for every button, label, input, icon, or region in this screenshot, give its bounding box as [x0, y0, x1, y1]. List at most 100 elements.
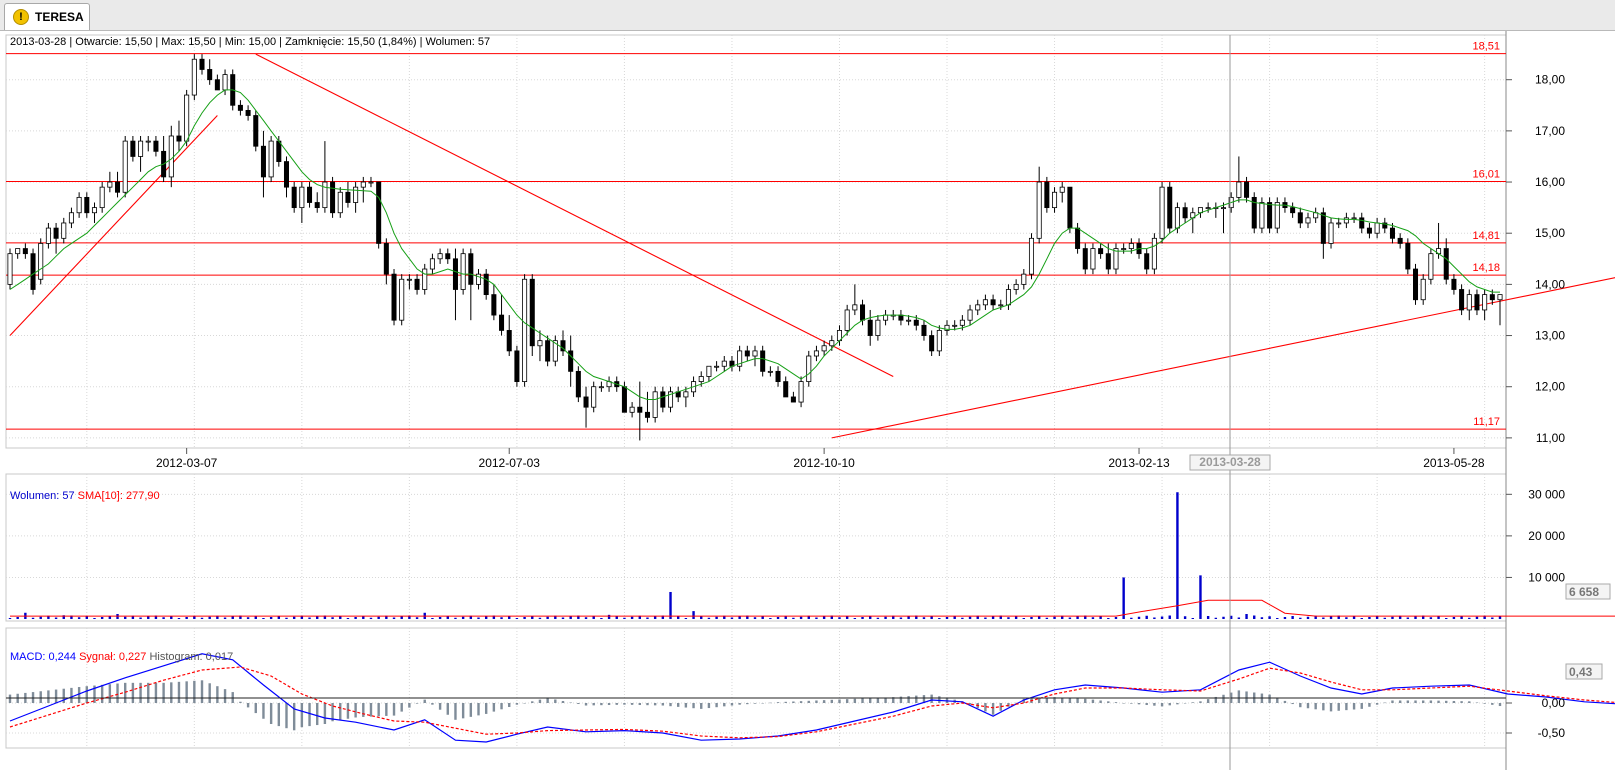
candle-body — [1328, 222, 1334, 244]
volume-bar — [377, 616, 380, 619]
candle-body — [276, 140, 282, 162]
histogram-bar — [884, 697, 887, 703]
volume-bar — [546, 616, 549, 619]
x-tick-label: 2012-07-03 — [479, 456, 541, 470]
histogram-bar — [523, 703, 526, 704]
volume-bar — [331, 617, 334, 619]
candle-body — [499, 314, 505, 331]
candle-body — [706, 365, 712, 377]
macd-line — [9, 653, 1615, 743]
candle-body — [1374, 222, 1380, 234]
volume-bar — [1260, 617, 1264, 619]
y-tick-label: 15,00 — [1535, 226, 1565, 240]
histogram-bar — [922, 695, 926, 703]
histogram-bar — [1329, 703, 1333, 712]
volume-bar — [246, 617, 250, 619]
candle-body — [1420, 278, 1426, 301]
candle-body — [368, 181, 374, 184]
volume-bar — [1176, 492, 1179, 619]
candle-body — [153, 140, 159, 152]
volume-bar — [1460, 616, 1463, 619]
candle-body — [45, 227, 51, 244]
histogram-bar — [1022, 698, 1026, 703]
volume-bar — [1468, 617, 1471, 619]
volume-bar — [715, 616, 718, 619]
candle-body — [506, 330, 512, 352]
candle-body — [68, 212, 74, 224]
volume-bar — [277, 616, 281, 619]
volume-bar — [607, 614, 611, 619]
volume-bar — [930, 616, 933, 619]
candle-body — [1459, 289, 1465, 311]
candle-body — [1005, 289, 1011, 306]
volume-bar — [600, 618, 603, 620]
histogram-bar — [869, 698, 872, 703]
candle-body — [959, 319, 965, 326]
histogram-bar — [185, 681, 188, 703]
histogram-bar — [577, 703, 580, 705]
candle-body — [744, 350, 750, 357]
candle-body — [1205, 207, 1211, 210]
candle-body — [721, 360, 727, 367]
volume-bar — [630, 616, 634, 619]
volume-bar — [308, 617, 311, 619]
volume-bar — [707, 617, 711, 619]
histogram-bar — [1160, 703, 1164, 707]
volume-bar — [661, 615, 665, 619]
volume-bar — [776, 617, 780, 619]
histogram-bar — [607, 703, 611, 706]
y-tick-label: 20 000 — [1528, 529, 1565, 543]
histogram-bar — [538, 699, 542, 703]
histogram-bar — [915, 695, 918, 703]
candle-body — [191, 58, 197, 96]
histogram-bar — [1337, 703, 1340, 711]
histogram-bar — [615, 703, 618, 705]
candle-body — [360, 181, 366, 188]
tab-teresa[interactable]: ! TERESA — [4, 3, 90, 30]
candle-body — [115, 181, 121, 193]
candle-body — [376, 181, 382, 244]
histogram-bar — [623, 703, 626, 705]
histogram-bar — [1345, 703, 1348, 711]
volume-bar — [1283, 617, 1287, 619]
histogram-bar — [177, 681, 181, 703]
volume-bar — [100, 617, 104, 619]
candle-body — [560, 340, 566, 352]
candle-body — [860, 304, 866, 321]
histogram-bar — [500, 703, 503, 710]
candle-body — [1013, 283, 1019, 290]
trend-line — [9, 115, 218, 336]
candle-body — [1121, 248, 1127, 250]
histogram-bar — [776, 702, 780, 703]
histogram-bar — [1268, 694, 1271, 703]
histogram-bar — [8, 694, 12, 703]
candle-body — [514, 350, 520, 382]
volume-bar — [1475, 616, 1479, 619]
candle-body — [760, 350, 766, 372]
histogram-bar — [1037, 697, 1041, 703]
volume-bar — [1137, 616, 1141, 619]
histogram-bar — [415, 703, 419, 704]
candle-body — [38, 243, 44, 280]
histogram-bar — [1183, 703, 1187, 704]
crosshair-date-label: 2013-03-28 — [1199, 455, 1261, 469]
volume-bar — [953, 616, 956, 619]
histogram-bar — [1237, 690, 1241, 703]
volume-bar — [807, 615, 810, 619]
level-label: 11,17 — [1473, 416, 1500, 428]
stock-chart[interactable]: 18,51 16,01 14,81 14,18 11,17 2013-03-28 11,… — [0, 31, 1615, 770]
histogram-bar — [769, 702, 772, 704]
volume-bar — [1483, 615, 1486, 619]
histogram-bar — [1437, 700, 1440, 703]
candle-body — [898, 314, 904, 321]
candle-body — [1259, 202, 1265, 229]
candle-body — [1128, 243, 1134, 249]
histogram-bar — [77, 687, 81, 703]
histogram-bar — [408, 703, 411, 708]
candle-body — [998, 304, 1004, 307]
volume-legend-sma: SMA[10]: 277,90 — [78, 490, 160, 502]
candle-body — [1105, 253, 1111, 270]
macd-legend-histogram: Histogram: 0,017 — [149, 651, 233, 663]
histogram-bar — [845, 699, 849, 703]
candle-body — [1359, 217, 1365, 229]
